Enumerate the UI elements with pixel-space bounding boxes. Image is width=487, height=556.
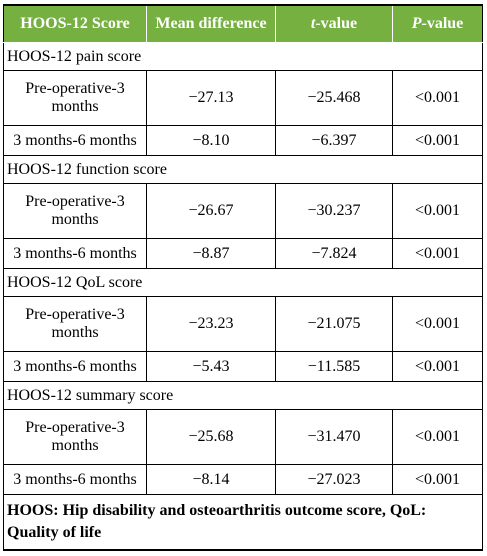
table-container: HOOS-12 Score Mean difference t-value P-val… — [3, 4, 483, 551]
section-row: HOOS-12 summary score — [3, 381, 483, 410]
comparison-cell: Pre-operative-3 months — [3, 296, 147, 352]
footnote: HOOS: Hip disability and osteoarthritis … — [3, 494, 483, 551]
comparison-cell: 3 months-6 months — [3, 125, 147, 156]
header-cell: Mean difference — [146, 4, 276, 43]
comparison-cell: 3 months-6 months — [3, 238, 147, 269]
value-cell: −27.023 — [275, 464, 393, 495]
header-italic: t — [310, 15, 316, 32]
value-cell: −8.10 — [146, 125, 276, 156]
section-row: HOOS-12 QoL score — [3, 268, 483, 297]
value-cell: −25.468 — [275, 70, 393, 126]
data-row: 3 months-6 months −8.87 −7.824 <0.001 — [3, 238, 483, 269]
value-cell: −27.13 — [146, 70, 276, 126]
header-cell: t-value — [275, 4, 393, 43]
value-cell: −7.824 — [275, 238, 393, 269]
value-cell: −25.68 — [146, 409, 276, 465]
value-cell: <0.001 — [392, 464, 483, 495]
header-italic: P — [411, 15, 422, 32]
section-title: HOOS-12 pain score — [3, 42, 483, 71]
comparison-cell: Pre-operative-3 months — [3, 70, 147, 126]
value-cell: <0.001 — [392, 70, 483, 126]
header-text: -value — [421, 15, 464, 32]
data-row: 3 months-6 months −8.10 −6.397 <0.001 — [3, 125, 483, 156]
header-text: -value — [315, 15, 358, 32]
value-cell: <0.001 — [392, 296, 483, 352]
value-cell: −11.585 — [275, 351, 393, 382]
value-cell: −30.237 — [275, 183, 393, 239]
header-cell: P-value — [392, 4, 483, 43]
data-row: 3 months-6 months −8.14 −27.023 <0.001 — [3, 464, 483, 495]
data-row: Pre-operative-3 months −25.68 −31.470 <0.00… — [3, 409, 483, 465]
value-cell: −8.87 — [146, 238, 276, 269]
data-row: Pre-operative-3 months −26.67 −30.237 <0.00… — [3, 183, 483, 239]
footnote-row: HOOS: Hip disability and osteoarthritis … — [3, 494, 483, 551]
data-row: Pre-operative-3 months −27.13 −25.468 <0.00… — [3, 70, 483, 126]
value-cell: <0.001 — [392, 183, 483, 239]
value-cell: <0.001 — [392, 409, 483, 465]
value-cell: −5.43 — [146, 351, 276, 382]
section-title: HOOS-12 summary score — [3, 381, 483, 410]
value-cell: −26.67 — [146, 183, 276, 239]
section-row: HOOS-12 function score — [3, 155, 483, 184]
comparison-cell: Pre-operative-3 months — [3, 183, 147, 239]
value-cell: <0.001 — [392, 125, 483, 156]
section-row: HOOS-12 pain score — [3, 42, 483, 71]
comparison-cell: 3 months-6 months — [3, 351, 147, 382]
section-title: HOOS-12 QoL score — [3, 268, 483, 297]
table-body: HOOS-12 pain score Pre-operative-3 months… — [3, 42, 483, 551]
data-row: Pre-operative-3 months −23.23 −21.075 <0.00… — [3, 296, 483, 352]
comparison-cell: 3 months-6 months — [3, 464, 147, 495]
value-cell: <0.001 — [392, 238, 483, 269]
section-title: HOOS-12 function score — [3, 155, 483, 184]
results-table: HOOS-12 Score Mean difference t-value P-val… — [3, 4, 483, 551]
value-cell: <0.001 — [392, 351, 483, 382]
value-cell: −8.14 — [146, 464, 276, 495]
header-cell: HOOS-12 Score — [3, 4, 147, 43]
data-row: 3 months-6 months −5.43 −11.585 <0.001 — [3, 351, 483, 382]
value-cell: −31.470 — [275, 409, 393, 465]
header-row: HOOS-12 Score Mean difference t-value P-val… — [3, 4, 483, 43]
value-cell: −21.075 — [275, 296, 393, 352]
value-cell: −6.397 — [275, 125, 393, 156]
value-cell: −23.23 — [146, 296, 276, 352]
comparison-cell: Pre-operative-3 months — [3, 409, 147, 465]
